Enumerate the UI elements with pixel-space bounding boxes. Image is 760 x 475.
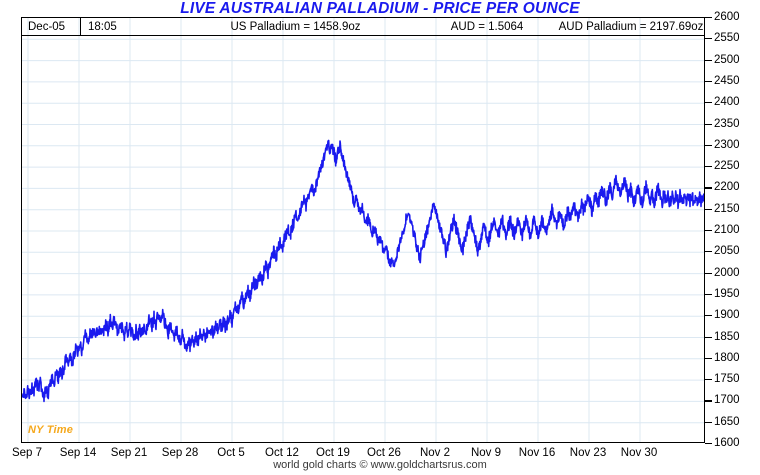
- y-axis-tick-label: 2300: [714, 138, 740, 151]
- y-axis-tick-label: 1700: [714, 394, 740, 407]
- quote-aud-price: AUD Palladium = 2197.69oz: [558, 20, 704, 33]
- price-line: [22, 139, 704, 403]
- y-axis-tick-mark: [705, 443, 712, 445]
- x-axis-tick-label: Sep 21: [110, 447, 148, 459]
- y-axis-tick-mark: [705, 336, 712, 338]
- y-axis-tick-mark: [705, 230, 712, 232]
- y-axis-tick-label: 1650: [714, 415, 740, 428]
- y-axis-tick-label: 2600: [714, 11, 740, 23]
- x-axis-tick-label: Nov 30: [620, 447, 658, 459]
- y-axis-tick-mark: [705, 166, 712, 168]
- y-axis-tick-mark: [705, 123, 712, 125]
- x-axis-tick-label: Sep 28: [161, 447, 199, 459]
- y-axis-tick-mark: [705, 400, 712, 402]
- quote-bar: Dec-05 18:05 US Palladium = 1458.9oz AUD…: [21, 17, 705, 36]
- y-axis-tick-mark: [705, 208, 712, 210]
- y-axis-tick-mark: [705, 357, 712, 359]
- quote-fx-rate: AUD = 1.5064: [450, 20, 524, 33]
- y-axis-tick-mark: [705, 102, 712, 104]
- y-axis-tick-label: 2450: [714, 74, 740, 87]
- y-axis-tick-mark: [705, 293, 712, 296]
- y-axis-tick-label: 2150: [714, 202, 740, 215]
- quote-us-price: US Palladium = 1458.9oz: [230, 20, 361, 33]
- x-axis-tick-label: Oct 12: [265, 447, 299, 459]
- y-axis-tick-mark: [705, 144, 712, 146]
- y-axis-tick-mark: [705, 315, 712, 317]
- y-axis-tick-label: 2500: [714, 53, 740, 66]
- y-axis-tick-label: 1600: [714, 437, 740, 449]
- y-axis-tick-mark: [705, 187, 712, 189]
- quote-date: Dec-05: [28, 20, 66, 33]
- y-axis-tick-label: 1900: [714, 309, 740, 322]
- x-axis-tick-label: Oct 19: [316, 447, 350, 459]
- y-axis-tick-mark: [705, 17, 712, 19]
- y-axis-tick-mark: [705, 59, 712, 61]
- footer-credit: world gold charts © www.goldchartsrus.co…: [273, 459, 487, 471]
- x-axis-tick-label: Sep 14: [59, 447, 97, 459]
- x-axis-tick-label: Nov 23: [569, 447, 607, 459]
- y-axis-tick-label: 2250: [714, 160, 740, 173]
- y-axis-tick-mark: [705, 379, 712, 381]
- y-axis-tick-label: 2400: [714, 96, 740, 109]
- y-axis-tick-label: 1950: [714, 287, 740, 300]
- price-series: [22, 139, 704, 403]
- quote-time: 18:05: [80, 17, 174, 36]
- y-axis-tick-mark: [705, 38, 712, 40]
- y-axis-tick-label: 1850: [714, 330, 740, 343]
- y-axis-tick-mark: [705, 80, 712, 83]
- y-axis-tick-label: 2200: [714, 181, 740, 194]
- x-axis-tick-label: Nov 9: [470, 447, 502, 459]
- plot-area: [21, 17, 705, 443]
- y-axis-tick-label: 1800: [714, 351, 740, 364]
- x-axis-tick-label: Oct 5: [217, 447, 245, 459]
- y-axis-tick-mark: [705, 251, 712, 253]
- y-axis-tick-label: 2000: [714, 266, 740, 279]
- y-axis-tick-label: 1750: [714, 373, 740, 386]
- y-axis-tick-label: 2050: [714, 245, 740, 258]
- page-title: LIVE AUSTRALIAN PALLADIUM - PRICE PER OU…: [180, 0, 580, 17]
- x-axis-tick-label: Nov 16: [518, 447, 556, 459]
- timezone-label: NY Time: [28, 424, 74, 436]
- y-axis-tick-label: 2350: [714, 117, 740, 130]
- y-axis-tick-mark: [705, 272, 712, 274]
- x-axis-tick-label: Sep 7: [11, 447, 43, 459]
- x-axis-tick-label: Nov 2: [419, 447, 451, 459]
- y-axis-tick-label: 2100: [714, 224, 740, 236]
- grid-lines: [22, 18, 704, 442]
- y-axis-tick-mark: [705, 421, 712, 423]
- y-axis-tick-label: 2550: [714, 32, 740, 45]
- x-axis-tick-label: Oct 26: [367, 447, 401, 459]
